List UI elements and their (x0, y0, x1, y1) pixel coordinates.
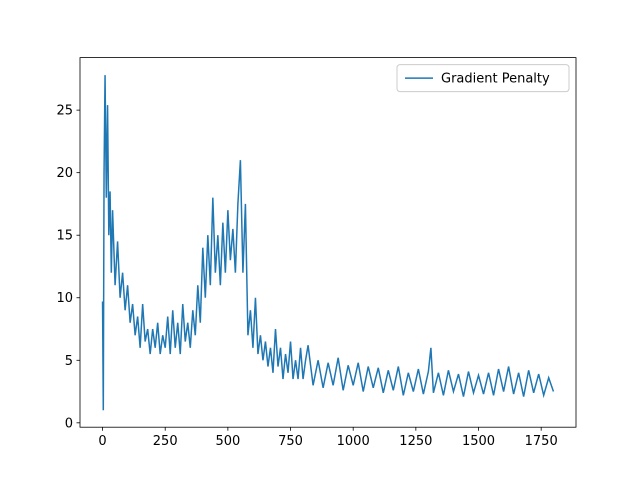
legend-label: Gradient Penalty (441, 72, 550, 87)
y-tick-label: 20 (56, 166, 73, 181)
x-tick-label: 500 (215, 434, 240, 449)
x-tick-label: 250 (153, 434, 178, 449)
x-tick-label: 1250 (399, 434, 432, 449)
data-line (101, 75, 555, 411)
axes-frame (79, 57, 577, 428)
x-tick-label: 1750 (525, 434, 558, 449)
y-tick-label: 25 (56, 104, 73, 119)
y-tick-label: 10 (56, 291, 73, 306)
y-tick-label: 0 (65, 416, 73, 431)
y-tick-label: 15 (56, 229, 73, 244)
legend: Gradient Penalty (396, 64, 570, 93)
y-tick-label: 5 (65, 354, 73, 369)
x-tick-label: 1000 (337, 434, 370, 449)
legend-box (396, 64, 570, 93)
x-tick-label: 1500 (462, 434, 495, 449)
x-tick-label: 750 (278, 434, 303, 449)
x-tick-label: 0 (98, 434, 106, 449)
